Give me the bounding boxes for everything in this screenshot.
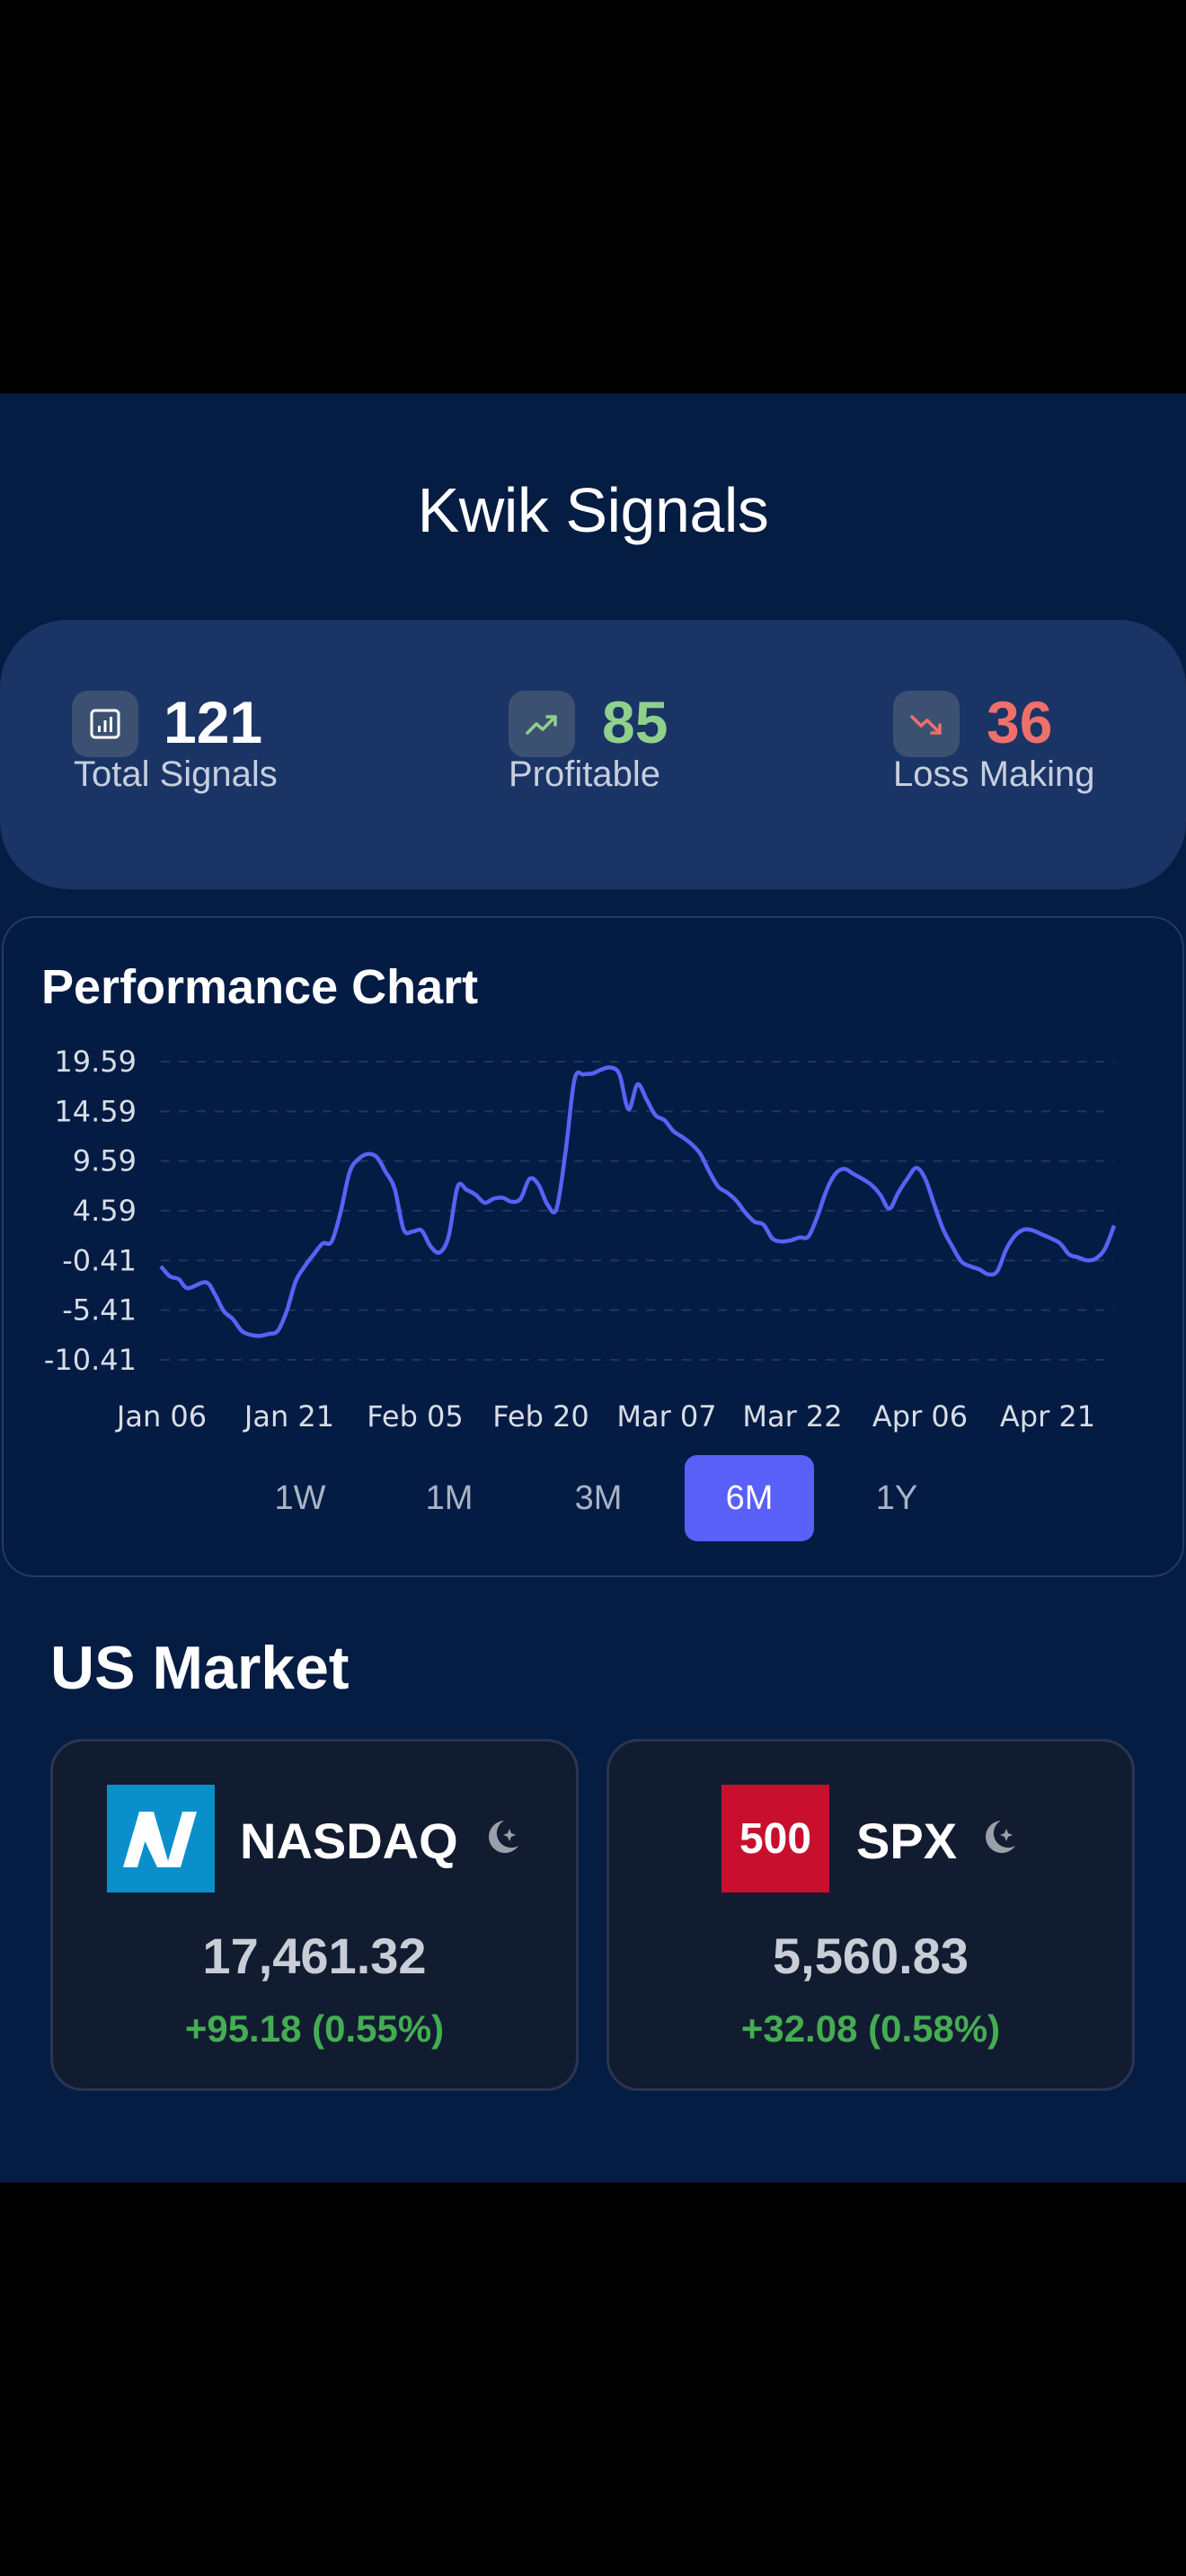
moon-icon: [481, 1815, 524, 1863]
app-screen: Kwik Signals 121 Total Signals: [0, 393, 1186, 2183]
bar-chart-icon: [72, 691, 138, 757]
trending-up-icon: [509, 691, 575, 757]
range-6m-button[interactable]: 6M: [685, 1455, 814, 1541]
x-tick-label: Mar 22: [742, 1399, 842, 1434]
performance-chart-card: Performance Chart 19.59 14.59 9.59 4.59 -0.4…: [2, 916, 1184, 1577]
ticker-name: NASDAQ: [240, 1813, 458, 1869]
x-tick-label: Mar 07: [616, 1399, 716, 1434]
ticker-price: 5,560.83: [773, 1928, 969, 1984]
range-1y-button[interactable]: 1Y: [875, 1479, 918, 1517]
series-line: [159, 1065, 1117, 1338]
stat-label: Loss Making: [893, 754, 1095, 794]
ticker-change: +95.18 (0.55%): [184, 2007, 445, 2050]
y-tick-label: 14.59: [54, 1094, 137, 1128]
range-1w-button[interactable]: 1W: [274, 1479, 326, 1517]
page-title: Kwik Signals: [417, 475, 769, 545]
x-tick-label: Jan 06: [115, 1399, 207, 1434]
chart-title: Performance Chart: [41, 960, 479, 1014]
signals-summary-card: 121 Total Signals 85 Profitable 36 Loss: [0, 620, 1186, 889]
range-3m-button[interactable]: 3M: [574, 1479, 623, 1517]
y-tick-label: -10.41: [44, 1343, 137, 1377]
x-tick-label: Apr 06: [872, 1399, 968, 1434]
stat-label: Profitable: [509, 754, 660, 794]
x-tick-label: Feb 05: [367, 1399, 464, 1434]
spx-logo-text: 500: [739, 1814, 812, 1863]
y-tick-label: 19.59: [54, 1045, 137, 1079]
y-tick-label: 9.59: [73, 1144, 137, 1178]
performance-line-chart[interactable]: 19.59 14.59 9.59 4.59 -0.41 -5.41 -10.41 Jan 06…: [4, 918, 1186, 1448]
ticker-name: SPX: [856, 1813, 958, 1869]
y-tick-label: -5.41: [62, 1293, 137, 1328]
nasdaq-logo: [107, 1785, 215, 1892]
range-selector: 1W 1M 3M 6M 1Y: [4, 1455, 1186, 1541]
stat-value: 36: [987, 689, 1053, 755]
stat-label: Total Signals: [74, 754, 278, 794]
y-tick-label: 4.59: [73, 1194, 137, 1228]
ticker-card-spx[interactable]: 500 SPX 5,560.83 +32.08 (0.58%): [606, 1739, 1135, 2091]
x-tick-label: Apr 21: [1000, 1399, 1095, 1434]
x-tick-label: Jan 21: [243, 1399, 334, 1434]
trending-down-icon: [893, 691, 960, 757]
ticker-card-nasdaq[interactable]: NASDAQ 17,461.32 +95.18 (0.55%): [50, 1739, 579, 2091]
y-tick-label: -0.41: [62, 1243, 137, 1277]
range-1m-button[interactable]: 1M: [425, 1479, 474, 1517]
stat-value: 85: [602, 689, 668, 755]
ticker-change: +32.08 (0.58%): [740, 2007, 1001, 2050]
ticker-price: 17,461.32: [202, 1928, 427, 1984]
stat-value: 121: [164, 689, 263, 755]
market-section-title: US Market: [50, 1634, 350, 1702]
spx-logo: 500: [721, 1785, 829, 1892]
x-tick-label: Feb 20: [492, 1399, 589, 1434]
moon-icon: [978, 1815, 1021, 1863]
